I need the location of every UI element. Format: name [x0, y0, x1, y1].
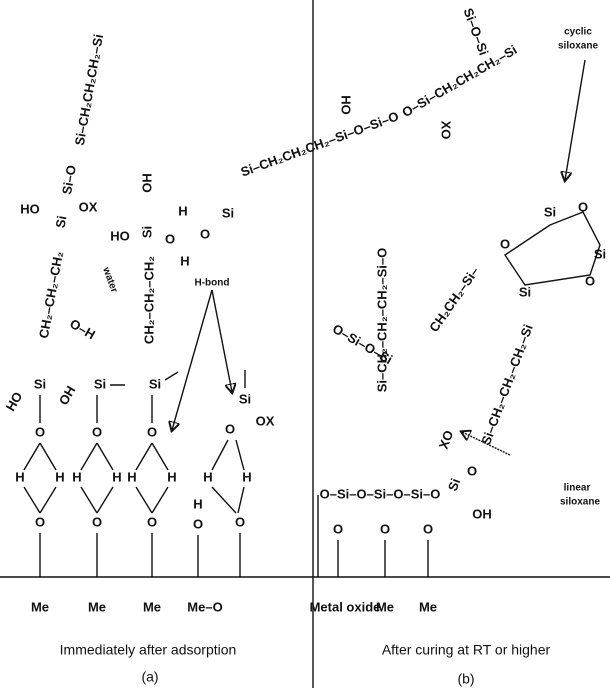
- atom: H: [203, 469, 212, 484]
- fragment: O: [380, 521, 390, 536]
- atom: H: [242, 469, 251, 484]
- fragment: O: [500, 236, 510, 251]
- surface-group: Me: [88, 599, 106, 614]
- panel-label: (a): [141, 669, 158, 685]
- caption: After curing at RT or higher: [382, 642, 551, 658]
- atom: O: [35, 514, 45, 529]
- fragment: Si–O–Si: [461, 6, 492, 57]
- atom: O: [225, 421, 235, 436]
- atom: OH: [139, 173, 154, 193]
- surface-group: Me: [419, 599, 437, 614]
- atom: H: [15, 469, 24, 484]
- fragment: O: [423, 521, 433, 536]
- atom: OH: [56, 383, 79, 407]
- bonds-b: [318, 212, 600, 577]
- annotation: cyclic: [564, 27, 592, 38]
- fragment: O: [585, 273, 595, 288]
- atom: Si: [34, 376, 46, 391]
- arrow: [212, 290, 232, 392]
- atom: O: [235, 514, 245, 529]
- annotation: water: [100, 265, 120, 294]
- annotation: H-bond: [195, 278, 230, 289]
- surface-group: Me–O: [187, 599, 222, 614]
- atom: O: [35, 424, 45, 439]
- atom: O–H: [67, 316, 98, 342]
- fragment: Si: [519, 284, 531, 299]
- fragment: OH: [472, 506, 492, 521]
- atom: Si–O: [59, 164, 79, 196]
- atom: O: [147, 514, 157, 529]
- annotation: linear: [564, 483, 591, 494]
- atom: O: [200, 226, 210, 241]
- fragment: Si–CH₂–CH₂–CH₂–Si: [478, 322, 536, 447]
- caption: Immediately after adsorption: [60, 642, 237, 658]
- atom: O: [147, 424, 157, 439]
- fragment: O: [467, 463, 477, 478]
- atom: O: [92, 424, 102, 439]
- fragment: Si–CH₂CH₂CH₂–Si–O–Si–O: [239, 108, 401, 179]
- fragment: O–Si–O–Si–O–Si–O: [320, 486, 441, 501]
- atom: Si: [239, 391, 251, 406]
- atom: O: [165, 231, 175, 246]
- fragment: Si: [445, 476, 463, 493]
- annotation: siloxane: [558, 41, 598, 52]
- surface-group: Me: [376, 599, 394, 614]
- atom: H: [112, 469, 121, 484]
- atom: O: [193, 516, 203, 531]
- atom: H: [193, 496, 202, 511]
- atom: Si–CH₂CH₂CH₂–Si: [72, 33, 106, 147]
- atom: H: [55, 469, 64, 484]
- fragment: Si: [594, 246, 606, 261]
- arrow: [565, 60, 585, 180]
- fragment: O: [578, 199, 588, 214]
- fragment: O–Si–CH₂CH₂CH₂–Si: [399, 42, 519, 120]
- fragment: Si: [544, 204, 556, 219]
- atom: HO: [3, 389, 26, 413]
- atom: HO: [110, 228, 130, 243]
- atom: CH₂–CH₂–CH₂: [141, 256, 156, 344]
- fragment: Si–CH₂–CH₂–CH₂–Si–O: [374, 248, 389, 393]
- atom: OX: [256, 413, 275, 428]
- diagram: Me Me Me Me–O O H H O O H H O O H H O Si…: [0, 0, 610, 688]
- annotation: siloxane: [560, 497, 600, 508]
- atom: H: [178, 203, 187, 218]
- atom: HO: [20, 201, 40, 216]
- atom: Si: [52, 214, 69, 229]
- atom: Si: [149, 376, 161, 391]
- atom: OX: [79, 199, 98, 214]
- surface-group: Me: [143, 599, 161, 614]
- fragment: CH₂CH₂–Si–: [426, 264, 482, 335]
- atom: O: [92, 514, 102, 529]
- surface-group: Me: [31, 599, 49, 614]
- fragment: XO: [439, 121, 454, 140]
- atom: H: [167, 469, 176, 484]
- fragment: XO: [436, 428, 457, 451]
- atom: Si: [94, 376, 106, 391]
- atom: CH₂–CH₂–CH₂: [36, 250, 66, 340]
- fragment: HO: [339, 95, 354, 115]
- fragment: O: [333, 521, 343, 536]
- surface-label: Metal oxide: [310, 599, 381, 614]
- atom: H: [72, 469, 81, 484]
- panel-label: (b): [457, 671, 474, 687]
- atom: Si: [139, 226, 154, 238]
- atom: H: [127, 469, 136, 484]
- atom: H: [180, 253, 189, 268]
- atom: Si: [222, 205, 234, 220]
- arrow: [172, 290, 212, 430]
